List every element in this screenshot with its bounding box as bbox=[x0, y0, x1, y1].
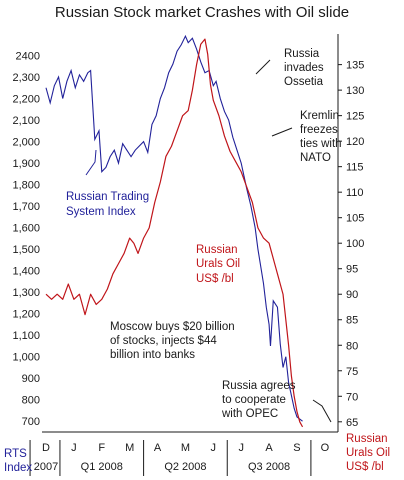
x-group-label: 2007 bbox=[34, 461, 58, 473]
right-axis-name-line: Russian bbox=[346, 433, 388, 445]
left-tick-label: 1,100 bbox=[12, 330, 40, 342]
left-tick-label: 2,200 bbox=[12, 94, 40, 106]
right-tick-label: 120 bbox=[346, 136, 364, 148]
right-tick-label: 65 bbox=[346, 417, 358, 429]
opec-pointer bbox=[312, 399, 332, 423]
annotation-line: Russian bbox=[196, 244, 238, 256]
left-axis-name-line: RTS bbox=[4, 448, 27, 460]
left-tick-label: 2400 bbox=[16, 51, 40, 63]
annotation-rts-series-name: Russian Trading System Index bbox=[66, 191, 149, 218]
right-tick-label: 75 bbox=[346, 366, 358, 378]
annotation-line: Russia bbox=[284, 48, 320, 60]
left-tick-label: 1,400 bbox=[12, 266, 40, 278]
x-month-label: A bbox=[265, 442, 273, 454]
left-axis-name-line: Index bbox=[4, 462, 32, 474]
annotation-russia-invades: Russia invades Ossetia bbox=[284, 48, 324, 88]
right-tick-label: 135 bbox=[346, 60, 364, 72]
left-tick-label: 2,000 bbox=[12, 137, 40, 149]
right-tick-label: 105 bbox=[346, 213, 364, 225]
x-month-label: F bbox=[98, 442, 105, 454]
left-tick-label: 800 bbox=[22, 395, 40, 407]
x-group-label: Q2 2008 bbox=[164, 461, 206, 473]
oil-line bbox=[45, 38, 304, 428]
annotation-line: Moscow buys $20 billion bbox=[110, 321, 235, 333]
right-axis-name-line: US$ /bl bbox=[346, 461, 384, 473]
right-tick-label: 110 bbox=[346, 187, 364, 199]
annotation-line: Russian Trading bbox=[66, 191, 149, 203]
left-tick-label: 1,700 bbox=[12, 201, 40, 213]
left-tick-label: 1,800 bbox=[12, 180, 40, 192]
annotation-line: Urals Oil bbox=[196, 258, 240, 270]
rts-line bbox=[45, 34, 303, 422]
annotation-line: billion into banks bbox=[110, 349, 195, 361]
right-axis-ticks: 135 130 125 120 115 110 105 100 95 90 85 80 75 70 65 bbox=[337, 34, 364, 432]
invades-pointer bbox=[255, 59, 271, 75]
x-month-label: M bbox=[125, 442, 134, 454]
annotation-moscow: Moscow buys $20 billion of stocks, injec… bbox=[110, 321, 235, 361]
annotation-line: US$ /bl bbox=[196, 273, 234, 285]
x-month-label: S bbox=[293, 442, 300, 454]
right-tick-label: 95 bbox=[346, 264, 358, 276]
x-group-label: Q3 2008 bbox=[248, 461, 290, 473]
annotation-kremlin: Kremlin freezes ties with NATO bbox=[300, 110, 342, 164]
left-axis-name: RTS Index bbox=[4, 448, 32, 474]
annotation-line: Russia agrees bbox=[222, 380, 296, 392]
left-axis-ticks: 2400 2,300 2,200 2,100 2,000 1,900 1,800 1,700 1… bbox=[12, 51, 40, 429]
right-axis-name-line: Urals Oil bbox=[346, 447, 390, 459]
annotation-line: invades bbox=[284, 62, 324, 74]
rts-pointer bbox=[85, 149, 97, 176]
kremlin-pointer bbox=[271, 127, 293, 137]
left-tick-label: 700 bbox=[22, 416, 40, 428]
annotation-oil-series-name: Russian Urals Oil US$ /bl bbox=[196, 244, 240, 285]
annotation-line: System Index bbox=[66, 206, 136, 218]
left-tick-label: 1,200 bbox=[12, 309, 40, 321]
annotation-line: Kremlin bbox=[300, 110, 339, 122]
right-tick-label: 90 bbox=[346, 289, 358, 301]
annotation-line: ties with bbox=[300, 138, 342, 150]
right-tick-label: 125 bbox=[346, 111, 364, 123]
x-axis: D J F M A M J J A S O 2007 Q1 2008 Q2 2008 Q3 2008 bbox=[29, 431, 338, 476]
x-month-label: J bbox=[238, 442, 244, 454]
right-tick-label: 70 bbox=[346, 391, 358, 403]
left-tick-label: 900 bbox=[22, 373, 40, 385]
left-tick-label: 1,600 bbox=[12, 223, 40, 235]
x-month-label: J bbox=[71, 442, 77, 454]
left-tick-label: 1,300 bbox=[12, 287, 40, 299]
left-tick-label: 1,900 bbox=[12, 158, 40, 170]
left-tick-label: 2,100 bbox=[12, 115, 40, 127]
x-month-label: O bbox=[321, 442, 330, 454]
right-tick-label: 130 bbox=[346, 85, 364, 97]
right-axis-name: Russian Urals Oil US$ /bl bbox=[346, 433, 390, 473]
x-month-label: D bbox=[42, 442, 50, 454]
left-tick-label: 1,000 bbox=[12, 352, 40, 364]
annotation-line: freezes bbox=[300, 124, 338, 136]
annotation-opec: Russia agrees to cooperate with OPEC bbox=[221, 380, 296, 420]
x-month-label: J bbox=[211, 442, 217, 454]
annotation-line: Ossetia bbox=[284, 76, 324, 88]
x-month-label: A bbox=[154, 442, 162, 454]
left-tick-label: 1,500 bbox=[12, 244, 40, 256]
x-group-label: Q1 2008 bbox=[81, 461, 123, 473]
chart-title: Russian Stock market Crashes with Oil sl… bbox=[55, 4, 349, 21]
right-tick-label: 85 bbox=[346, 315, 358, 327]
right-tick-label: 80 bbox=[346, 340, 358, 352]
rts-series bbox=[45, 34, 303, 422]
annotation-line: with OPEC bbox=[221, 408, 278, 420]
right-tick-label: 115 bbox=[346, 162, 364, 174]
x-month-label: M bbox=[181, 442, 190, 454]
annotation-line: NATO bbox=[300, 152, 331, 164]
annotation-line: to cooperate bbox=[222, 394, 286, 406]
right-tick-label: 100 bbox=[346, 238, 364, 250]
annotation-line: of stocks, injects $44 bbox=[110, 335, 217, 347]
left-tick-label: 2,300 bbox=[12, 72, 40, 84]
oil-series bbox=[45, 38, 304, 428]
